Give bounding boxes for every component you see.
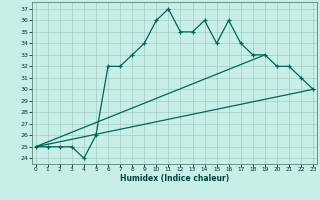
X-axis label: Humidex (Indice chaleur): Humidex (Indice chaleur) (120, 174, 229, 183)
